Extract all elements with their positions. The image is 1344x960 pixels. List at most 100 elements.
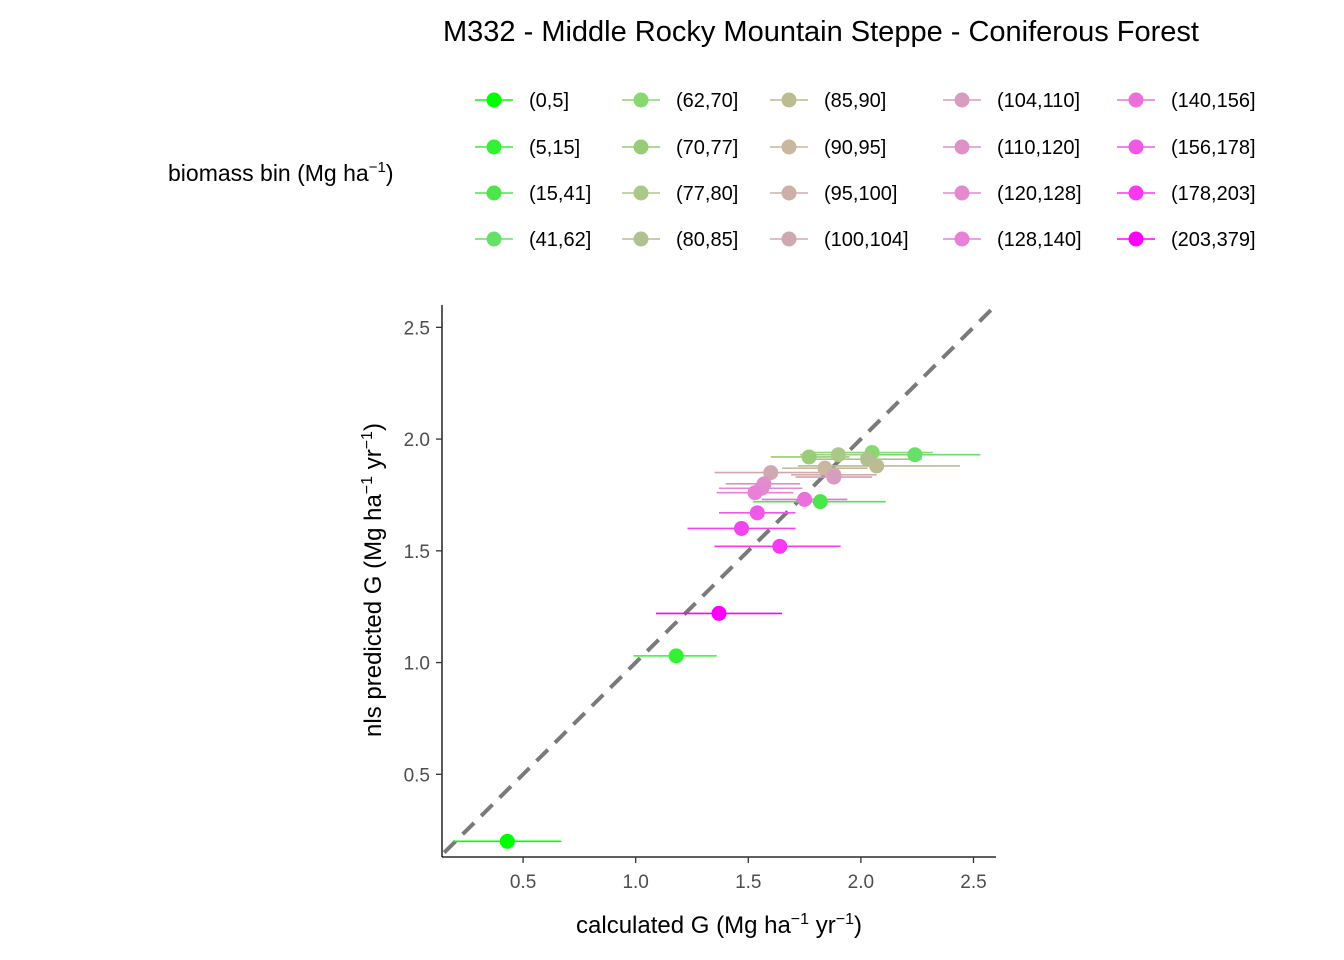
legend-item-15: (128,140] — [943, 229, 1082, 251]
legend-item-2: (15,41] — [475, 183, 591, 205]
legend-label: (140,156] — [1171, 90, 1256, 112]
legend-item-13: (110,120] — [943, 137, 1080, 159]
legend-label: (203,379] — [1171, 229, 1256, 251]
y-tick-label-4: 2.5 — [404, 318, 430, 339]
legend-title-main: biomass bin (Mg ha — [168, 160, 369, 186]
legend-label: (0,5] — [529, 90, 569, 112]
legend-label: (128,140] — [997, 229, 1082, 251]
legend-key-point — [486, 231, 502, 247]
data-point-18 — [734, 520, 750, 536]
x-axis-label: calculated G (Mg ha−1 yr−1) — [576, 911, 862, 939]
legend-key-point — [954, 185, 970, 201]
legend-item-18: (178,203] — [1117, 183, 1256, 205]
legend-key-point — [781, 139, 797, 155]
plot-panel: 0.5 1.0 1.5 2.0 2.5 0.5 1.0 1.5 2.0 2.5 — [404, 305, 996, 893]
legend-label: (156,178] — [1171, 137, 1256, 159]
legend-key-point — [954, 92, 970, 108]
legend-label: (85,90] — [824, 90, 886, 112]
legend-item-5: (70,77] — [622, 137, 738, 159]
legend-key-point — [633, 185, 649, 201]
data-point-5 — [801, 449, 817, 465]
legend-item-8: (85,90] — [770, 90, 886, 112]
x-tick-label-0: 0.5 — [510, 872, 536, 893]
legend-label: (100,104] — [824, 229, 909, 251]
legend-label: (110,120] — [997, 137, 1080, 159]
x-axis-label-end: ) — [854, 912, 862, 939]
legend-item-16: (140,156] — [1117, 90, 1256, 112]
legend-item-17: (156,178] — [1117, 137, 1256, 159]
legend-item-7: (80,85] — [622, 229, 738, 251]
chart-title: M332 - Middle Rocky Mountain Steppe - Co… — [443, 16, 1199, 48]
legend-key-point — [486, 185, 502, 201]
legend-item-3: (41,62] — [475, 229, 591, 251]
y-tick-label-0: 0.5 — [404, 765, 430, 786]
y-tick-label-3: 2.0 — [404, 430, 430, 451]
legend-key-point — [1128, 185, 1144, 201]
legend-key-point — [633, 231, 649, 247]
data-point-8 — [869, 458, 885, 474]
legend-key-point — [781, 231, 797, 247]
x-axis-label-exp1: −1 — [791, 911, 809, 928]
y-tick-label-2: 1.5 — [404, 542, 430, 563]
legend-item-6: (77,80] — [622, 183, 738, 205]
x-axis-label-exp2: −1 — [836, 911, 854, 928]
legend-label: (95,100] — [824, 183, 897, 205]
x-axis-label-mid: yr — [809, 912, 836, 939]
data-point-1 — [668, 648, 684, 664]
legend-label: (5,15] — [529, 137, 580, 159]
legend-item-0: (0,5] — [475, 90, 569, 112]
legend-title-end: ) — [386, 160, 394, 186]
y-axis-label-exp1: −1 — [359, 476, 376, 494]
legend-label: (104,110] — [997, 90, 1080, 112]
legend-key-point — [633, 139, 649, 155]
legend-item-11: (100,104] — [770, 229, 909, 251]
legend-key-point — [1128, 139, 1144, 155]
y-axis-label-exp2: −1 — [359, 431, 376, 449]
legend-key-point — [954, 139, 970, 155]
legend-key-point — [1128, 231, 1144, 247]
legend-label: (62,70] — [676, 90, 738, 112]
legend-key-point — [781, 92, 797, 108]
legend-key-point — [1128, 92, 1144, 108]
legend-key-point — [486, 92, 502, 108]
legend-label: (120,128] — [997, 183, 1082, 205]
y-axis-label-end: ) — [360, 423, 387, 431]
legend-item-4: (62,70] — [622, 90, 738, 112]
x-tick-label-3: 2.0 — [848, 872, 874, 893]
y-axis-label: nls predicted G (Mg ha−1 yr−1) — [359, 423, 387, 737]
legend-label: (80,85] — [676, 229, 738, 251]
legend-label: (15,41] — [529, 183, 591, 205]
legend-items: (0,5] (5,15] (15,41] (41,62] (62,70] (70,77] (… — [475, 90, 1256, 251]
legend-item-1: (5,15] — [475, 137, 580, 159]
data-point-17 — [749, 505, 765, 521]
legend-title: biomass bin (Mg ha−1) — [168, 159, 393, 186]
x-tick-label-2: 1.5 — [735, 872, 761, 893]
data-point-19 — [772, 538, 788, 554]
legend-item-14: (120,128] — [943, 183, 1082, 205]
legend-label: (70,77] — [676, 137, 738, 159]
legend-title-exponent: −1 — [369, 159, 386, 176]
data-point-20 — [711, 605, 727, 621]
legend-label: (77,80] — [676, 183, 738, 205]
legend-item-9: (90,95] — [770, 137, 886, 159]
legend-item-19: (203,379] — [1117, 229, 1256, 251]
data-point-12 — [826, 469, 842, 485]
legend-label: (90,95] — [824, 137, 886, 159]
point-layer — [499, 444, 923, 849]
x-tick-label-4: 2.5 — [960, 872, 986, 893]
x-axis-label-main: calculated G (Mg ha — [576, 912, 791, 939]
data-point-6 — [830, 447, 846, 463]
legend-item-12: (104,110] — [943, 90, 1080, 112]
data-point-11 — [763, 465, 779, 481]
data-point-2 — [812, 494, 828, 510]
legend-key-point — [633, 92, 649, 108]
y-tick-label-1: 1.0 — [404, 654, 430, 675]
legend-key-point — [486, 139, 502, 155]
data-point-15 — [747, 485, 763, 501]
legend-key-point — [781, 185, 797, 201]
x-tick-label-1: 1.0 — [622, 872, 648, 893]
data-point-3 — [907, 447, 923, 463]
y-axis-label-main: nls predicted G (Mg ha — [360, 494, 387, 737]
